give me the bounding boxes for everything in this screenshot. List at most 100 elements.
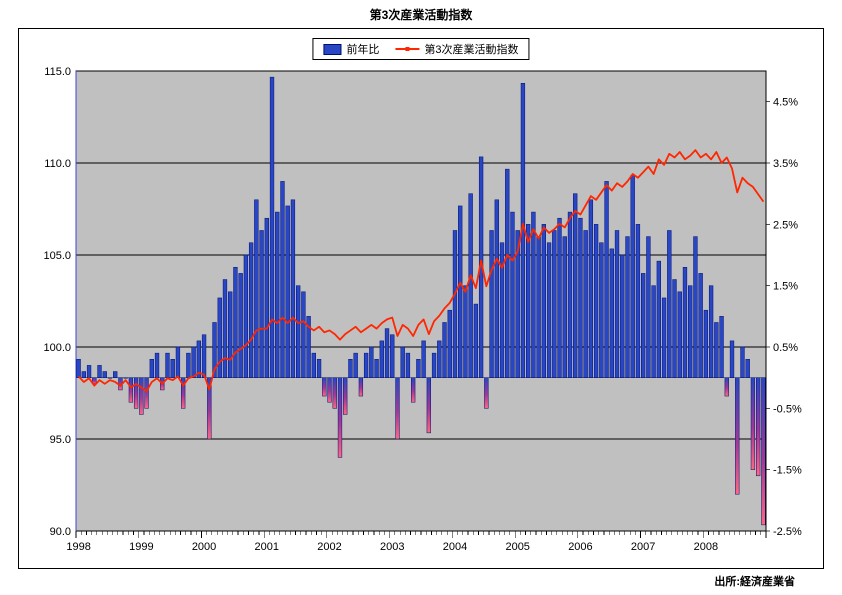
bar: [567, 211, 573, 378]
bar: [719, 316, 724, 378]
svg-text:4.5%: 4.5%: [773, 97, 798, 109]
bar: [133, 377, 139, 409]
bar: [181, 377, 186, 409]
line-marker-icon: [405, 47, 410, 51]
bar: [243, 254, 249, 378]
svg-text:2.5%: 2.5%: [773, 219, 798, 231]
bar: [175, 346, 181, 378]
bar: [442, 322, 447, 378]
svg-text:2003: 2003: [380, 541, 404, 553]
svg-text:100.0: 100.0: [43, 342, 71, 354]
bar: [107, 377, 113, 379]
svg-text:-0.5%: -0.5%: [773, 403, 802, 415]
bar: [416, 359, 421, 378]
bar: [264, 217, 269, 378]
svg-text:2001: 2001: [255, 541, 279, 553]
bar: [463, 285, 468, 378]
svg-text:-1.5%: -1.5%: [773, 465, 802, 477]
bar: [149, 359, 154, 378]
bar: [395, 377, 400, 440]
bar: [641, 273, 646, 378]
bar: [688, 285, 693, 378]
bar: [248, 242, 254, 378]
bar: [212, 322, 217, 378]
bar: [86, 365, 92, 378]
legend-line-label: 第3次産業活動指数: [424, 44, 519, 56]
bar: [578, 217, 583, 378]
bar: [708, 285, 714, 378]
bar: [337, 377, 343, 458]
bar: [311, 352, 316, 378]
bar: [369, 346, 374, 378]
bar: [269, 76, 275, 378]
bar: [222, 279, 228, 378]
bar: [191, 346, 196, 378]
bar: [703, 309, 709, 378]
bar: [316, 359, 322, 378]
bar: [452, 230, 458, 378]
bar: [426, 377, 431, 434]
line-series-swatch-icon: [395, 47, 420, 51]
bar: [661, 297, 667, 378]
bar: [196, 340, 201, 378]
bar: [301, 291, 306, 378]
bar: [128, 377, 134, 403]
bar: [693, 236, 698, 378]
bar: [536, 236, 541, 378]
bar: [113, 371, 118, 378]
svg-text:-2.5%: -2.5%: [773, 526, 802, 538]
bar: [374, 359, 379, 378]
bar: [698, 273, 703, 378]
legend-bar-label: 前年比: [346, 44, 380, 56]
bar: [458, 205, 463, 378]
bar: [363, 352, 369, 378]
bar: [332, 377, 337, 409]
legend-item-bar: 前年比: [323, 41, 379, 57]
bar: [499, 242, 505, 378]
legend: 前年比 第3次産業活動指数: [312, 38, 530, 60]
svg-text:110.0: 110.0: [44, 158, 71, 170]
bar: [599, 242, 604, 378]
bar: [745, 359, 750, 378]
bar: [735, 377, 740, 495]
bar: [343, 377, 348, 415]
bar: [562, 236, 567, 378]
bar: [620, 254, 625, 378]
source-note: 出所:経済産業省: [714, 576, 795, 588]
bar: [280, 181, 285, 378]
bar: [358, 377, 364, 397]
bar: [447, 309, 452, 378]
left-axis-labels: 115.0 110.0 105.0 100.0 95.0 90.0: [43, 66, 71, 538]
bar: [254, 199, 259, 378]
bar: [353, 352, 358, 378]
x-axis-ticks: [75, 531, 767, 538]
bar: [593, 224, 599, 378]
bar: [400, 346, 405, 378]
bar: [729, 340, 735, 378]
bar-series: [76, 76, 766, 526]
svg-text:105.0: 105.0: [43, 250, 71, 262]
bar: [139, 377, 144, 415]
x-axis-labels: 1998 1999 2000 2001 2002 2003 2004 2005 2006 2007…: [66, 541, 718, 553]
bar: [541, 224, 546, 378]
legend-item-line: 第3次産業活動指数: [395, 41, 519, 57]
bar: [630, 175, 635, 378]
bar: [186, 352, 191, 378]
bar: [97, 365, 102, 378]
bar: [233, 267, 238, 378]
right-axis-labels: 4.5% 3.5% 2.5% 1.5% 0.5% -0.5% -1.5% -2.5%: [766, 97, 802, 538]
bar: [484, 377, 489, 409]
bar: [609, 248, 614, 378]
bar: [92, 377, 97, 385]
bar: [154, 352, 160, 378]
svg-text:1.5%: 1.5%: [773, 281, 798, 293]
bar: [207, 377, 212, 440]
bar: [531, 211, 536, 378]
bar: [405, 352, 411, 378]
bar: [322, 377, 327, 397]
svg-text:2008: 2008: [694, 541, 718, 553]
bar: [165, 352, 170, 378]
bar: [546, 242, 552, 378]
bar: [656, 260, 661, 378]
bar: [285, 205, 290, 378]
